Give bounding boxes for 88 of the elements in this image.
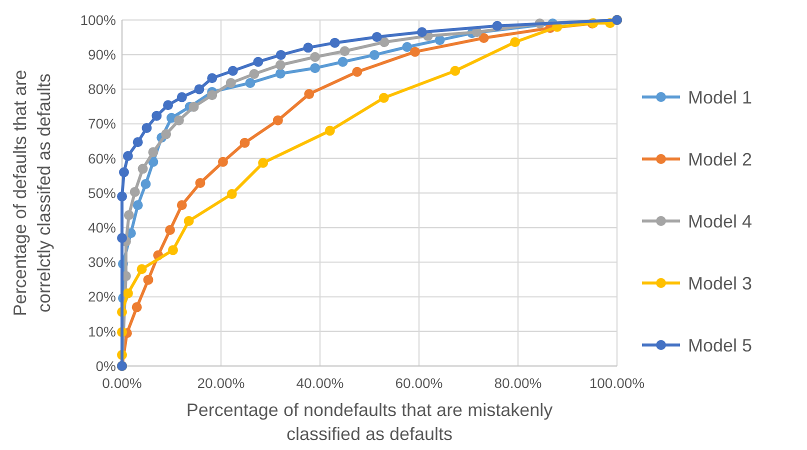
x-tick-label: 100.00% [589, 375, 645, 391]
point [124, 210, 134, 220]
point [272, 115, 283, 126]
y-tick-label: 100% [80, 12, 116, 28]
legend-label: Model 2 [688, 149, 752, 170]
point [330, 38, 340, 48]
point [132, 302, 142, 312]
point [132, 137, 143, 148]
y-axis-title: Percentage of defaults that are correlctly classifed as defaults [10, 70, 54, 316]
point [245, 78, 256, 88]
point [226, 78, 236, 88]
point [117, 232, 127, 243]
point [165, 225, 176, 236]
x-tick-label: 60.00% [395, 375, 443, 391]
point [140, 179, 151, 190]
point [184, 216, 194, 226]
point [228, 66, 238, 76]
y-tick-label: 30% [88, 254, 116, 270]
point [253, 56, 264, 67]
point [324, 126, 335, 136]
point [132, 200, 143, 210]
point [450, 66, 460, 76]
x-tick-label: 40.00% [296, 375, 344, 391]
point [352, 66, 362, 77]
point [276, 50, 286, 60]
y-tick-label: 20% [88, 288, 116, 305]
point [492, 20, 502, 31]
point [143, 274, 154, 285]
point [303, 42, 314, 53]
point [258, 158, 268, 168]
point [194, 84, 204, 94]
x-axis-title: Percentage of nondefaults that are mistakenly classified as defaults [186, 400, 553, 444]
point [510, 37, 520, 48]
point [275, 60, 286, 70]
point [478, 32, 489, 43]
point [207, 73, 218, 84]
point [207, 90, 218, 100]
point [161, 129, 172, 140]
y-tick-label: 10% [88, 323, 116, 340]
point [148, 147, 158, 158]
point [148, 156, 158, 167]
y-tick-label: 80% [88, 81, 116, 98]
point [402, 42, 412, 52]
point [372, 32, 382, 42]
point [122, 288, 133, 298]
point [275, 68, 286, 79]
point [188, 102, 199, 112]
point [340, 46, 350, 56]
point [130, 186, 140, 197]
point [416, 27, 427, 38]
point [410, 46, 420, 57]
point [304, 89, 314, 100]
point [163, 100, 174, 110]
legend-label: Model 4 [688, 211, 752, 232]
point [378, 92, 389, 103]
y-tick-label: 90% [88, 46, 116, 62]
point [138, 164, 148, 174]
point [249, 68, 260, 79]
x-tick-label: 80.00% [494, 375, 542, 391]
point [118, 167, 129, 178]
point [218, 156, 228, 167]
legend-label: Model 3 [688, 273, 752, 294]
point [310, 52, 320, 62]
point [176, 200, 187, 210]
point [369, 50, 380, 60]
x-tick-label: 0.00% [102, 375, 142, 391]
point [310, 63, 320, 74]
x-tick-label: 20.00% [197, 375, 245, 391]
point [379, 37, 390, 48]
point [195, 178, 206, 188]
legend-label: Model 5 [688, 335, 752, 356]
y-tick-label: 50% [88, 184, 116, 201]
point [226, 189, 237, 200]
point [240, 138, 250, 148]
y-tick-label: 70% [88, 116, 116, 132]
y-tick-label: 40% [88, 220, 116, 236]
point [117, 191, 127, 202]
point [168, 245, 178, 256]
point [176, 92, 187, 102]
y-tick-label: 0% [96, 358, 116, 374]
point [174, 115, 184, 126]
point [338, 56, 348, 67]
y-tick-label: 60% [88, 150, 116, 166]
point [152, 110, 162, 121]
point [122, 150, 133, 161]
point [142, 122, 152, 133]
point [136, 264, 147, 274]
legend-label: Model 1 [688, 87, 752, 108]
